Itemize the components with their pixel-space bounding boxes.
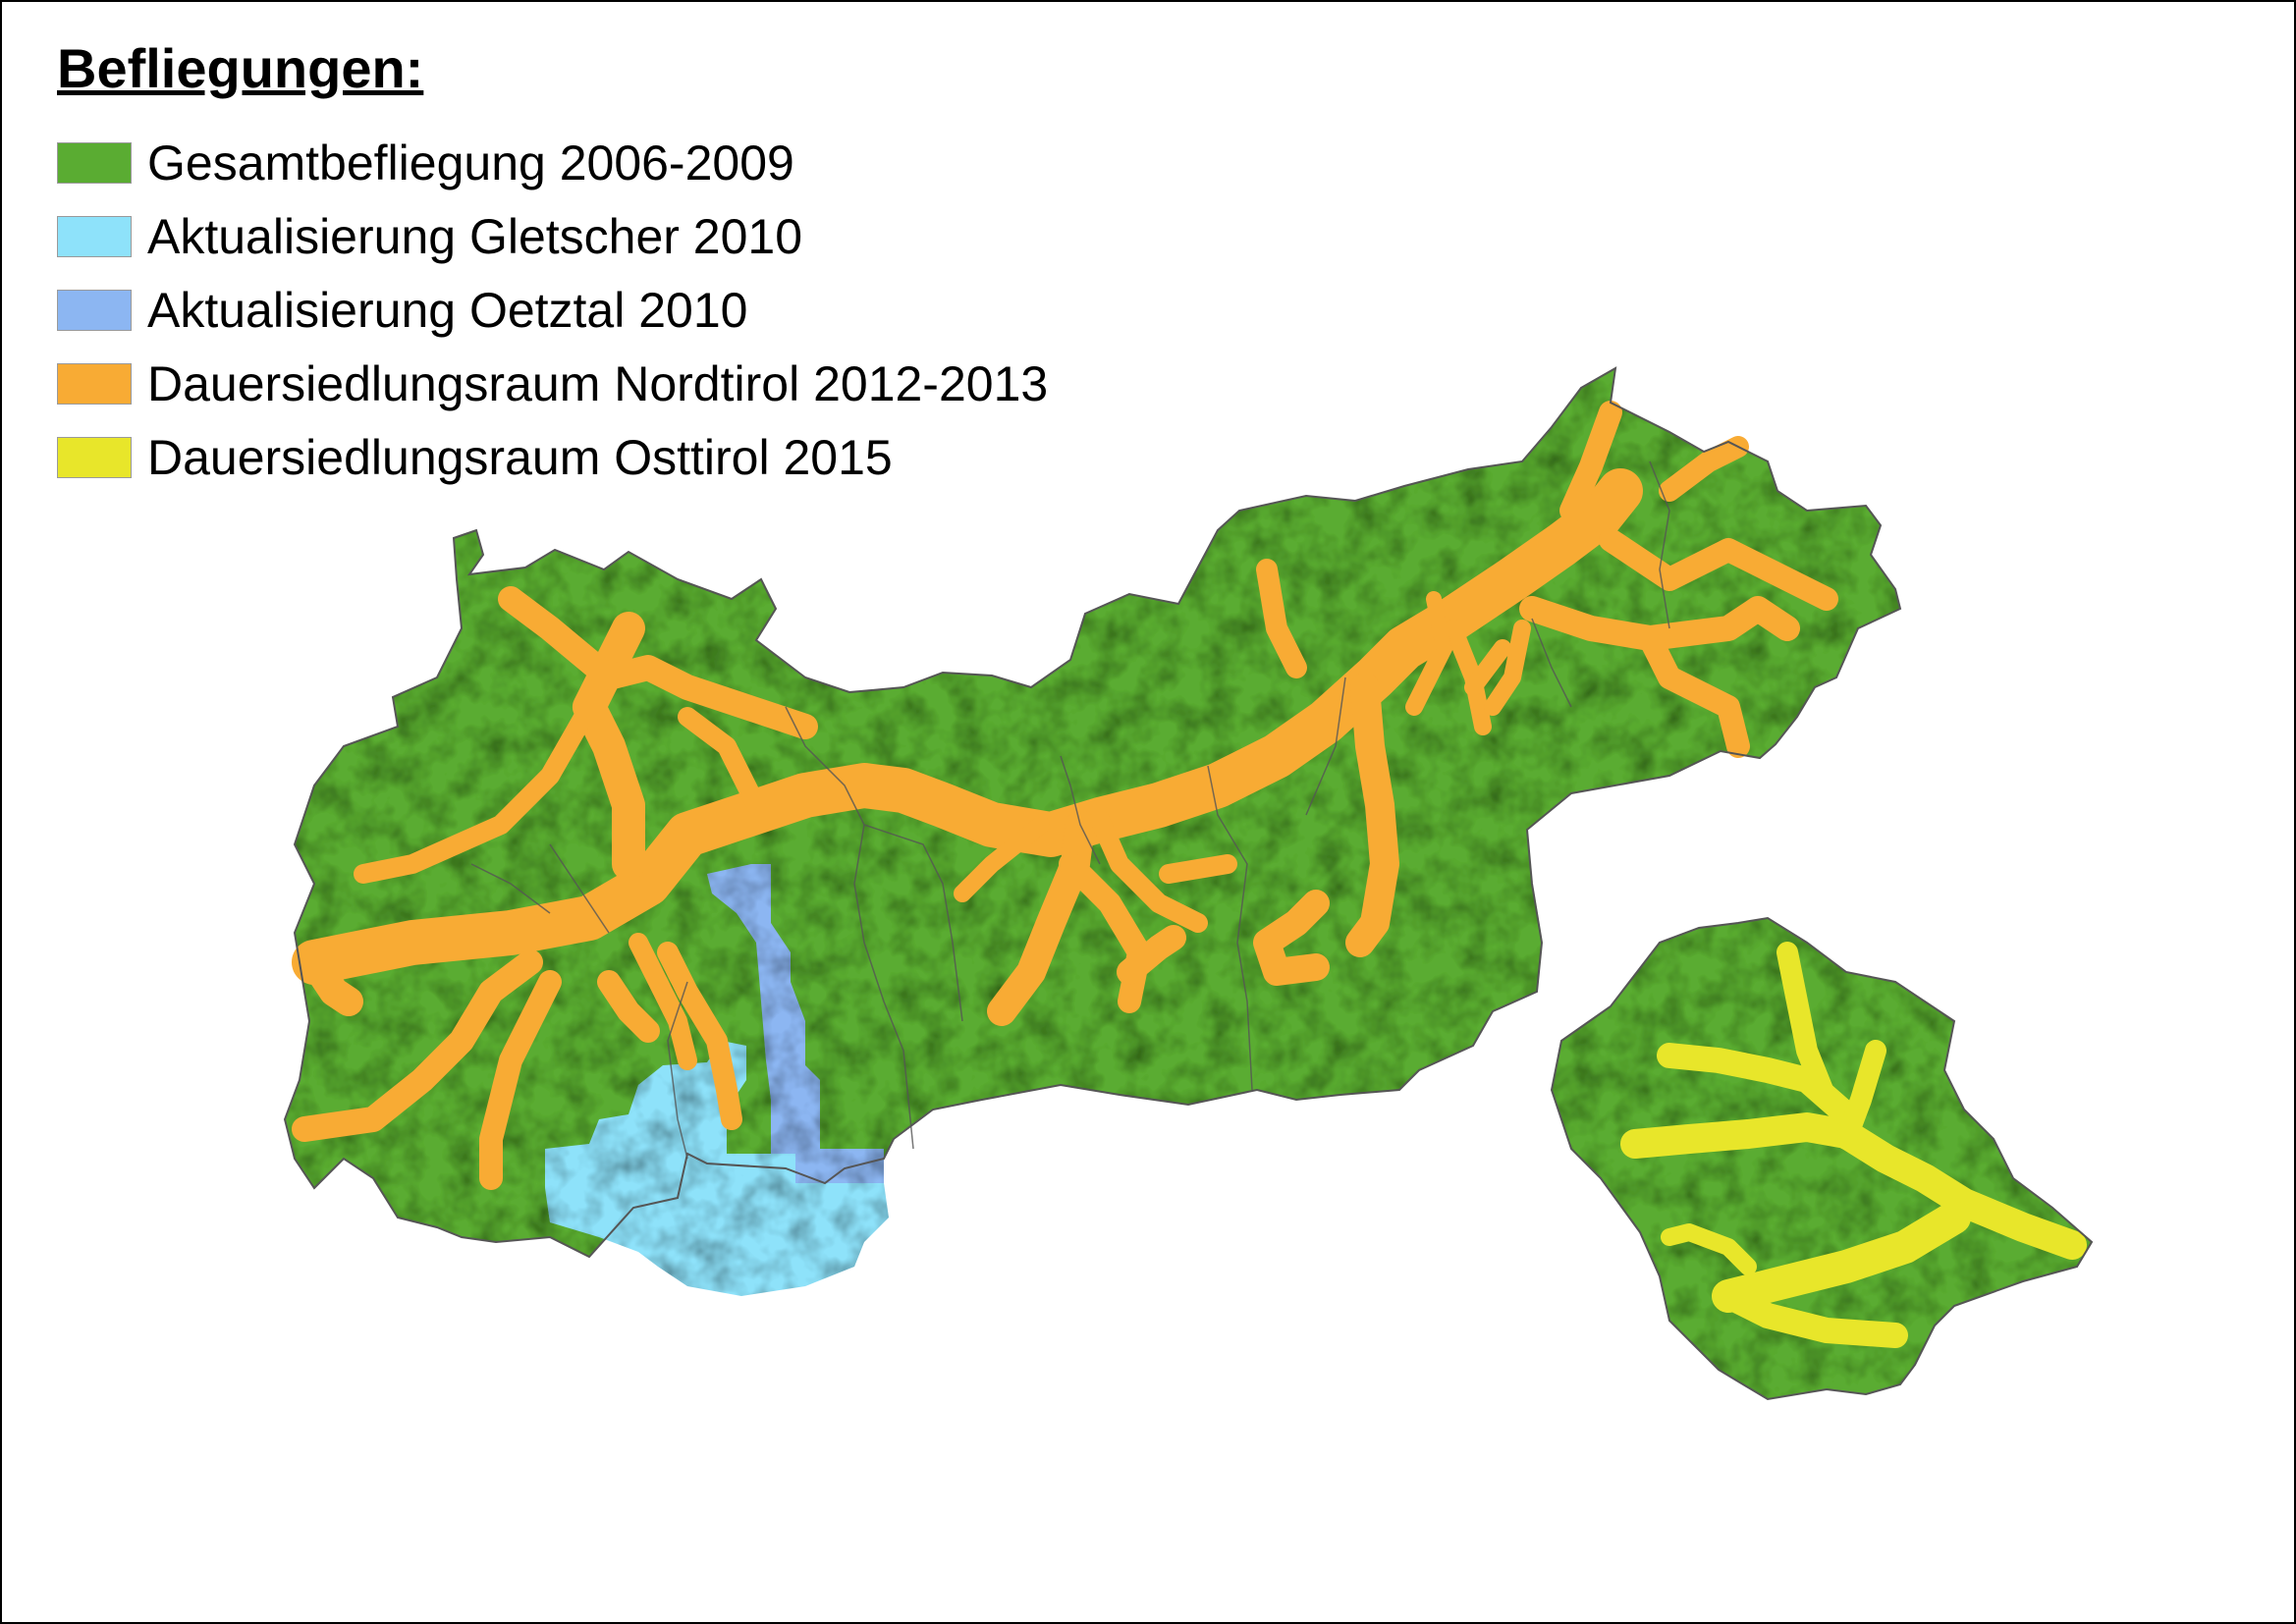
alpbach-branch <box>1426 591 1451 656</box>
legend-swatch-oetztal <box>57 289 132 331</box>
oetztal-area <box>707 864 884 1183</box>
legend-label-oetztal: Aktualisierung Oetztal 2010 <box>147 282 748 338</box>
pitztal-valley <box>629 933 697 1070</box>
osttirol-green-area <box>1552 918 2092 1399</box>
lech-valley <box>498 586 818 739</box>
legend-swatch-nordtirol <box>57 362 132 405</box>
isel-valley <box>1620 1112 2087 1260</box>
map-legend: Befliegungen: Gesamtbefliegung 2006-2009… <box>57 33 1048 494</box>
nordtirol-outline <box>283 366 1902 1259</box>
stjohann-branch <box>1599 528 1838 611</box>
legend-items: Gesamtbefliegung 2006-2009 Aktualisierun… <box>57 126 1048 494</box>
imst-north <box>678 707 766 815</box>
kitzbuehel-branch <box>1519 596 1800 651</box>
oetztal-valley <box>657 942 742 1130</box>
legend-label-gletscher: Aktualisierung Gletscher 2010 <box>147 208 803 264</box>
tilliach-valley <box>1716 1283 1908 1348</box>
legend-label-gesamt: Gesamtbefliegung 2006-2009 <box>147 135 794 190</box>
wipp-valley <box>1253 890 1330 986</box>
district-boundaries <box>470 460 1670 1160</box>
achental <box>1256 559 1307 678</box>
legend-item-oetztal: Aktualisierung Oetztal 2010 <box>57 273 1048 347</box>
legend-label-osttirol: Dauersiedlungsraum Osttirol 2015 <box>147 429 893 485</box>
gerlos-branch <box>1464 620 1531 716</box>
inn-valley <box>292 468 1643 985</box>
nordtirol-valleys <box>292 401 1838 1190</box>
legend-item-gletscher: Aktualisierung Gletscher 2010 <box>57 199 1048 273</box>
legend-item-nordtirol: Dauersiedlungsraum Nordtirol 2012-2013 <box>57 347 1048 420</box>
drau-valley <box>1712 1201 1971 1313</box>
kufstein-north <box>1559 401 1622 522</box>
osttirol-west-branch <box>1661 1223 1757 1275</box>
osttirol-outline <box>1550 916 2094 1401</box>
hall-branch <box>1090 810 1237 933</box>
inn-upper <box>573 612 645 881</box>
gletscher-area <box>545 1041 889 1296</box>
kals-valley <box>1835 1040 1886 1150</box>
kitzbuehel-south <box>1638 626 1750 758</box>
sill-valley <box>987 810 1095 1026</box>
kaunertal-valley <box>479 970 660 1190</box>
legend-item-osttirol: Dauersiedlungsraum Osttirol 2015 <box>57 420 1048 494</box>
stubai-fork <box>1117 925 1186 985</box>
legend-label-nordtirol: Dauersiedlungsraum Nordtirol 2012-2013 <box>147 355 1049 411</box>
paznaun-valley <box>292 949 543 1142</box>
legend-swatch-gletscher <box>57 215 132 257</box>
legend-item-gesamt: Gesamtbefliegung 2006-2009 <box>57 126 1048 199</box>
zillertal <box>1345 673 1399 957</box>
landeck-west <box>300 947 363 1016</box>
osttirol-valleys <box>1620 942 2087 1348</box>
legend-title: Befliegungen: <box>57 37 424 99</box>
legend-swatch-gesamt <box>57 141 132 184</box>
reutte-branch <box>354 697 599 884</box>
kufstein-east <box>1659 436 1749 502</box>
defereggen-valley <box>1777 942 1837 1110</box>
seefeld-branch <box>954 816 1050 902</box>
legend-swatch-osttirol <box>57 436 132 478</box>
